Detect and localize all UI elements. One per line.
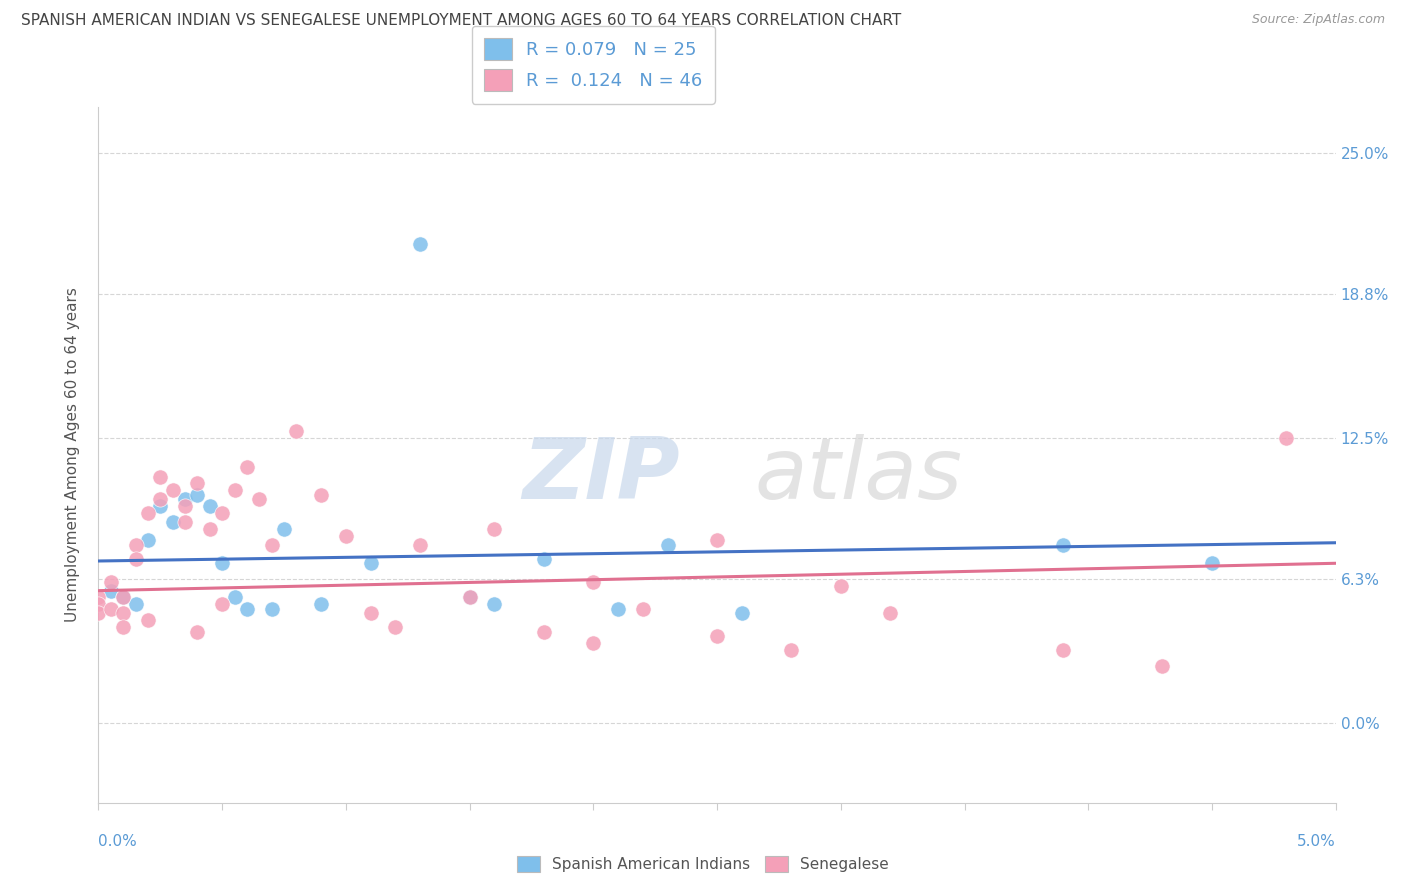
Point <box>162 483 184 498</box>
Point <box>124 538 146 552</box>
Y-axis label: Unemployment Among Ages 60 to 64 years: Unemployment Among Ages 60 to 64 years <box>65 287 80 623</box>
Point <box>335 529 357 543</box>
Point <box>112 591 135 605</box>
Point <box>224 483 246 498</box>
Point <box>211 556 233 570</box>
Point <box>186 624 208 639</box>
Point <box>224 591 246 605</box>
Point <box>533 624 555 639</box>
Point <box>112 607 135 621</box>
Point <box>484 598 506 612</box>
Point <box>174 515 197 529</box>
Text: atlas: atlas <box>754 434 962 517</box>
Point <box>198 500 221 514</box>
Legend: R = 0.079   N = 25, R =  0.124   N = 46: R = 0.079 N = 25, R = 0.124 N = 46 <box>472 26 714 104</box>
Point <box>582 636 605 650</box>
Point <box>780 643 803 657</box>
Point <box>87 598 110 612</box>
Point <box>136 533 159 548</box>
Point <box>236 602 259 616</box>
Point <box>124 551 146 566</box>
Point <box>136 613 159 627</box>
Text: 5.0%: 5.0% <box>1296 834 1336 849</box>
Point <box>285 424 308 438</box>
Point <box>1201 556 1223 570</box>
Point <box>879 607 901 621</box>
Point <box>731 607 754 621</box>
Point <box>458 591 481 605</box>
Point <box>1052 538 1074 552</box>
Legend: Spanish American Indians, Senegalese: Spanish American Indians, Senegalese <box>509 848 897 880</box>
Point <box>186 476 208 491</box>
Text: Source: ZipAtlas.com: Source: ZipAtlas.com <box>1251 13 1385 27</box>
Point <box>1052 643 1074 657</box>
Point <box>360 556 382 570</box>
Point <box>87 591 110 605</box>
Text: ZIP: ZIP <box>522 434 681 517</box>
Text: 0.0%: 0.0% <box>98 834 138 849</box>
Point <box>100 583 122 598</box>
Point <box>409 236 432 251</box>
Point <box>162 515 184 529</box>
Point <box>211 506 233 520</box>
Point <box>1275 431 1298 445</box>
Point <box>174 500 197 514</box>
Point <box>186 488 208 502</box>
Point <box>384 620 406 634</box>
Point <box>260 538 283 552</box>
Point <box>1152 659 1174 673</box>
Point <box>124 598 146 612</box>
Point <box>309 598 332 612</box>
Point <box>582 574 605 589</box>
Point <box>273 522 295 536</box>
Point <box>309 488 332 502</box>
Text: SPANISH AMERICAN INDIAN VS SENEGALESE UNEMPLOYMENT AMONG AGES 60 TO 64 YEARS COR: SPANISH AMERICAN INDIAN VS SENEGALESE UN… <box>21 13 901 29</box>
Point <box>706 533 728 548</box>
Point <box>260 602 283 616</box>
Point <box>657 538 679 552</box>
Point <box>830 579 852 593</box>
Point <box>706 629 728 643</box>
Point <box>533 551 555 566</box>
Point <box>112 620 135 634</box>
Point <box>112 591 135 605</box>
Point <box>198 522 221 536</box>
Point <box>631 602 654 616</box>
Point <box>100 574 122 589</box>
Point <box>174 492 197 507</box>
Point <box>136 506 159 520</box>
Point <box>211 598 233 612</box>
Point <box>87 607 110 621</box>
Point <box>458 591 481 605</box>
Point <box>236 460 259 475</box>
Point <box>149 500 172 514</box>
Point <box>247 492 270 507</box>
Point <box>607 602 630 616</box>
Point <box>100 602 122 616</box>
Point <box>484 522 506 536</box>
Point <box>149 492 172 507</box>
Point <box>360 607 382 621</box>
Point <box>149 469 172 483</box>
Point <box>409 538 432 552</box>
